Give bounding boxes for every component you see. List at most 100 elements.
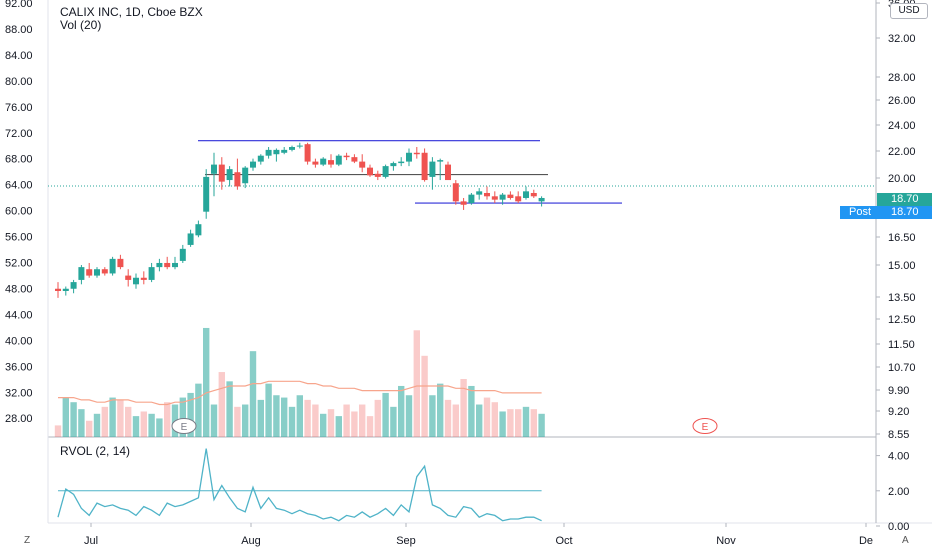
earnings-marker[interactable]: E [692, 418, 718, 434]
currency-badge[interactable]: USD [890, 3, 928, 19]
volume-bar [125, 406, 132, 437]
last-price-badge: 18.70 [877, 193, 932, 206]
left-axis-tick-label: 48.00 [5, 283, 33, 295]
post-price-value: 18.70 [891, 206, 919, 218]
right-axis-tick-label: 32.00 [888, 33, 916, 45]
candle-body [421, 152, 428, 181]
left-axis-tick-label: 72.00 [5, 128, 33, 140]
candle-body [320, 158, 327, 165]
time-axis-tick-label: De [859, 535, 873, 547]
earnings-marker[interactable]: E [171, 418, 197, 434]
left-axis-tick-label: 76.00 [5, 102, 33, 114]
volume-bar [491, 402, 498, 437]
volume-bar [70, 402, 77, 437]
volume-bar [218, 372, 225, 437]
last-price-value: 18.70 [891, 193, 919, 205]
candle-body [468, 194, 475, 204]
volume-bar [413, 330, 420, 437]
left-price-axis[interactable]: 92.00 88.00 84.00 80.00 76.00 72.00 68.00 64.00… [5, 0, 33, 425]
candle-body [382, 166, 389, 177]
left-axis-tick-label: 64.00 [5, 180, 33, 192]
volume-bar [374, 399, 381, 437]
candle-body [437, 160, 444, 162]
volume-bar [452, 404, 459, 437]
volume-bar [538, 413, 545, 437]
volume-bar [429, 395, 436, 437]
volume-bar [93, 413, 101, 437]
candle-body [148, 267, 155, 280]
volume-bar [156, 418, 163, 437]
candle-body [156, 262, 163, 268]
left-axis-tick-label: 44.00 [5, 309, 33, 321]
right-price-axis[interactable]: 36.0032.0028.0026.0024.0022.0020.0016.50… [876, 0, 916, 533]
left-axis-tick-label: 80.00 [5, 76, 33, 88]
right-axis-tick-label: 15.00 [888, 260, 916, 272]
volume-bar [210, 404, 218, 437]
volume-bar [507, 409, 514, 437]
time-axis-tick-label: Aug [241, 535, 261, 547]
right-axis-tick-label: 9.90 [888, 385, 909, 397]
volume-bar [242, 404, 249, 437]
candle-body [328, 160, 334, 165]
candle-body [172, 262, 178, 268]
volume-bar [515, 409, 522, 437]
earnings-marker-shape [692, 418, 718, 434]
candle-body [234, 172, 241, 187]
candle-body [195, 224, 202, 236]
volume-bar [273, 395, 280, 437]
candle-body [343, 155, 350, 158]
volume-bar [296, 395, 303, 437]
candle-body [78, 267, 85, 280]
candle-body [452, 183, 459, 202]
left-axis-tick-label: 28.00 [5, 413, 33, 425]
right-axis-tick-label: 20.00 [888, 173, 916, 185]
candle-body [359, 161, 366, 168]
candle-body [413, 152, 420, 155]
candle-body [476, 191, 483, 195]
candle-body [62, 288, 69, 291]
candle-body [312, 161, 319, 165]
candle-body [70, 282, 77, 289]
rvol-axis-tick-label: 0.00 [888, 521, 909, 533]
auto-scale-button[interactable]: A [902, 535, 909, 546]
candle-body [250, 161, 256, 168]
time-axis[interactable]: Jul Aug Sep Oct Nov De [84, 523, 873, 547]
chart-grid [47, 0, 932, 524]
candle-body [484, 192, 490, 197]
volume-bar [460, 379, 467, 437]
candle-body [491, 196, 498, 200]
time-axis-tick-label: Nov [716, 535, 736, 547]
right-axis-tick-label: 9.20 [888, 406, 909, 418]
earnings-marker-shape [171, 418, 197, 434]
volume-bar [164, 402, 171, 437]
drawn-trendlines[interactable] [48, 140, 876, 204]
time-axis-tick-label: Jul [84, 535, 98, 547]
candle-body [398, 161, 405, 164]
right-axis-tick-label: 22.00 [888, 146, 916, 158]
candle-body [211, 164, 217, 174]
candle-body [445, 164, 451, 181]
post-label: Post [849, 206, 872, 218]
right-axis-tick-label: 13.50 [888, 292, 916, 304]
candle-body [101, 269, 108, 274]
post-price-badge: Post 18.70 [840, 206, 932, 219]
volume-bar [148, 413, 155, 437]
candle-body [460, 201, 467, 205]
candle-body [281, 149, 288, 153]
volume-bar [140, 411, 147, 437]
candle-body [390, 163, 397, 167]
time-axis-tick-label: Sep [396, 535, 416, 547]
volume-bar [421, 355, 428, 437]
volume-bar [522, 406, 530, 437]
volume-bars [54, 327, 545, 437]
left-axis-tick-label: 40.00 [5, 335, 33, 347]
candle-body [109, 258, 116, 274]
volume-bar [468, 385, 475, 437]
rvol-pane [57, 448, 542, 522]
candle-body [530, 192, 537, 197]
volume-bar [195, 383, 202, 437]
candle-body [203, 176, 210, 212]
zoom-button[interactable]: Z [24, 535, 31, 546]
